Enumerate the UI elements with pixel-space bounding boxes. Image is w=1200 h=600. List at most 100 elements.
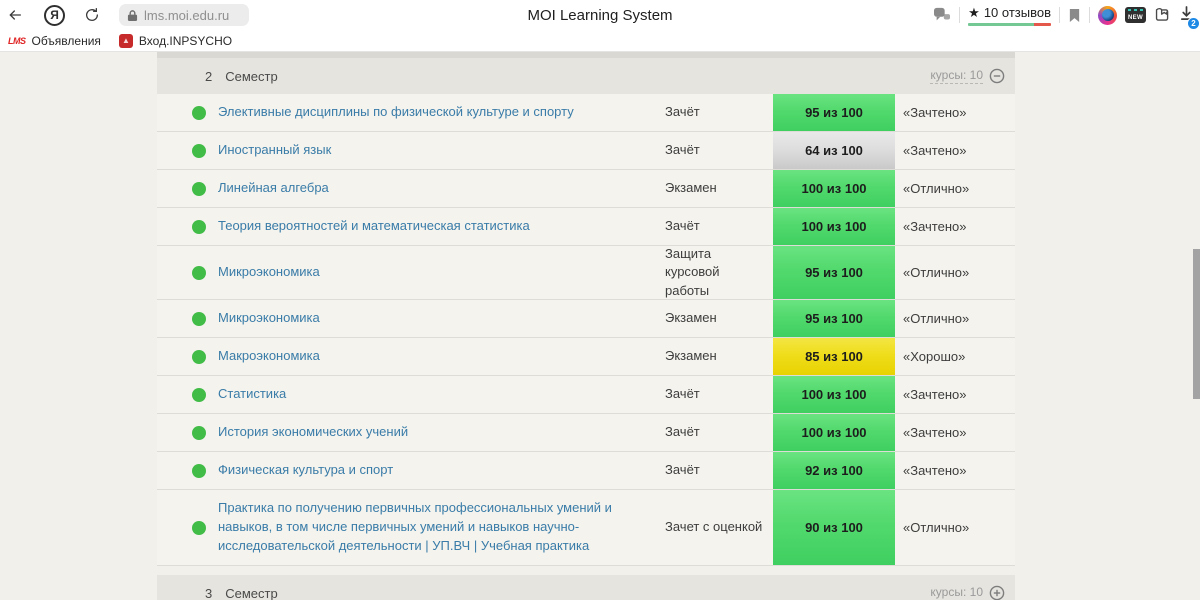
- grades-table: 2 Семестр курсы: 10 Элективные дисциплин…: [157, 52, 1015, 600]
- browser-chrome: Я lms.moi.edu.ru MOI Learning System ★ 1…: [0, 0, 1200, 52]
- assessment-type: Зачёт: [665, 104, 700, 120]
- section-number: 2: [205, 68, 213, 84]
- assessment-type: Зачёт: [665, 424, 700, 440]
- toolbar-right-icons: ★ 10 отзывов NEW 2: [933, 0, 1200, 30]
- course-link[interactable]: Микроэкономика: [218, 264, 320, 280]
- status-dot-icon: [192, 265, 206, 280]
- bookmark-item-announcements[interactable]: LMS Объявления: [8, 34, 101, 48]
- divider: [959, 7, 961, 23]
- site-rating[interactable]: ★ 10 отзывов: [968, 5, 1051, 26]
- lms-page: 2 Семестр курсы: 10 Элективные дисциплин…: [0, 52, 1200, 600]
- score-badge: 95 из 100: [773, 246, 895, 299]
- course-row: Микроэкономика Экзамен 95 из 100 «Отличн…: [157, 300, 1015, 338]
- grade-text: «Зачтено»: [903, 105, 967, 120]
- browser-toolbar: Я lms.moi.edu.ru MOI Learning System ★ 1…: [0, 0, 1200, 30]
- grade-text: «Зачтено»: [903, 219, 967, 234]
- assessment-type: Экзамен: [665, 180, 717, 196]
- section-header-semester-2: 2 Семестр курсы: 10: [157, 58, 1015, 94]
- course-row: История экономических учений Зачёт 100 и…: [157, 414, 1015, 452]
- course-link[interactable]: Микроэкономика: [218, 310, 320, 326]
- bookmark-item-inpsycho[interactable]: ▲ Вход.INPSYCHO: [118, 33, 232, 48]
- back-button[interactable]: [0, 2, 30, 28]
- status-dot-icon: [192, 143, 206, 158]
- vertical-scrollbar-thumb[interactable]: [1193, 249, 1200, 399]
- course-row: Макроэкономика Экзамен 85 из 100 «Хорошо…: [157, 338, 1015, 376]
- grade-text: «Отлично»: [903, 520, 970, 535]
- score-badge: 95 из 100: [773, 300, 895, 337]
- yandex-logo-icon[interactable]: Я: [44, 4, 65, 26]
- grade-text: «Зачтено»: [903, 425, 967, 440]
- grade-text: «Отлично»: [903, 311, 970, 326]
- extension-new-dots: [1128, 9, 1143, 11]
- download-count-badge: 2: [1187, 16, 1200, 30]
- expand-section-icon[interactable]: [989, 585, 1005, 600]
- course-link[interactable]: Элективные дисциплины по физической куль…: [218, 104, 574, 120]
- assessment-type: Зачёт: [665, 142, 700, 158]
- course-row: Иностранный язык Зачёт 64 из 100 «Зачтен…: [157, 132, 1015, 170]
- status-dot-icon: [192, 463, 206, 478]
- course-link[interactable]: История экономических учений: [218, 424, 409, 440]
- status-dot-icon: [192, 425, 206, 440]
- course-link[interactable]: Макроэкономика: [218, 348, 320, 364]
- section-title: Семестр: [225, 68, 278, 84]
- score-badge: 100 из 100: [773, 414, 895, 451]
- assessment-type: Экзамен: [665, 310, 717, 326]
- bookmark-flag-icon[interactable]: [1068, 8, 1081, 23]
- address-bar[interactable]: lms.moi.edu.ru: [119, 4, 249, 26]
- score-badge: 100 из 100: [773, 170, 895, 207]
- assessment-type: Зачет с оценкой: [665, 519, 763, 535]
- grade-text: «Отлично»: [903, 181, 970, 196]
- score-badge: 92 из 100: [773, 452, 895, 489]
- grade-text: «Зачтено»: [903, 463, 967, 478]
- rating-text: 10 отзывов: [983, 5, 1051, 20]
- grade-text: «Зачтено»: [903, 143, 967, 158]
- course-link[interactable]: Статистика: [218, 386, 287, 402]
- lock-icon: [127, 9, 138, 22]
- lms-favicon: LMS: [8, 35, 26, 46]
- assessment-type: Зачёт: [665, 218, 700, 234]
- extension-browser-icon[interactable]: [1098, 5, 1117, 25]
- status-dot-icon: [192, 181, 206, 196]
- score-badge: 90 из 100: [773, 490, 895, 565]
- back-arrow-icon: [6, 7, 24, 23]
- course-row: Элективные дисциплины по физической куль…: [157, 94, 1015, 132]
- course-link[interactable]: Линейная алгебра: [218, 180, 329, 196]
- status-dot-icon: [192, 387, 206, 402]
- status-dot-icon: [192, 219, 206, 234]
- grade-text: «Отлично»: [903, 265, 970, 280]
- status-dot-icon: [192, 349, 206, 364]
- course-row: Теория вероятностей и математическая ста…: [157, 208, 1015, 246]
- status-dot-icon: [192, 105, 206, 120]
- score-badge: 64 из 100: [773, 132, 895, 169]
- divider: [1089, 7, 1090, 23]
- score-badge: 100 из 100: [773, 208, 895, 245]
- score-badge: 85 из 100: [773, 338, 895, 375]
- feedback-icon[interactable]: [933, 7, 951, 23]
- extension-sidebar-icon[interactable]: [1154, 7, 1171, 23]
- rating-bar: [968, 22, 1051, 26]
- extension-new-icon[interactable]: NEW: [1125, 7, 1146, 23]
- refresh-button[interactable]: [77, 2, 107, 28]
- section-number: 3: [205, 585, 213, 600]
- assessment-type: Зачёт: [665, 386, 700, 402]
- url-text: lms.moi.edu.ru: [144, 7, 230, 23]
- bookmarks-bar: LMS Объявления ▲ Вход.INPSYCHO: [0, 30, 1200, 52]
- downloads-button[interactable]: 2: [1179, 5, 1200, 30]
- status-dot-icon: [192, 520, 206, 535]
- assessment-type: Зачёт: [665, 462, 700, 478]
- courses-count-link[interactable]: курсы: 10: [930, 68, 983, 84]
- assessment-type: Защита курсовой работы: [665, 246, 720, 298]
- course-row: Линейная алгебра Экзамен 100 из 100 «Отл…: [157, 170, 1015, 208]
- course-link[interactable]: Теория вероятностей и математическая ста…: [218, 218, 530, 234]
- collapse-section-icon[interactable]: [989, 68, 1005, 84]
- course-link[interactable]: Физическая культура и спорт: [218, 462, 394, 478]
- extension-new-label: NEW: [1128, 15, 1143, 21]
- course-link[interactable]: Практика по получению первичных професси…: [218, 500, 612, 553]
- status-dot-icon: [192, 311, 206, 326]
- course-rows: Элективные дисциплины по физической куль…: [157, 94, 1015, 566]
- course-row: Практика по получению первичных професси…: [157, 490, 1015, 566]
- inpsycho-favicon: ▲: [118, 33, 133, 48]
- course-link[interactable]: Иностранный язык: [218, 142, 332, 158]
- courses-count-link[interactable]: курсы: 10: [930, 585, 983, 599]
- score-badge: 95 из 100: [773, 94, 895, 131]
